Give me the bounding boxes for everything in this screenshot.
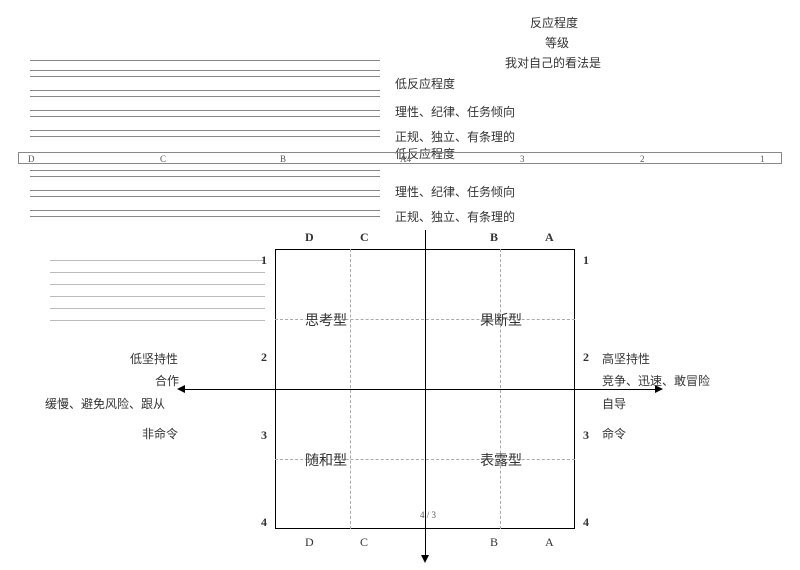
- ruler-label: A4: [400, 154, 411, 164]
- col-B-bottom: B: [490, 535, 498, 550]
- decor-line: [30, 60, 380, 61]
- decor-line: [30, 96, 380, 97]
- decor-line: [30, 196, 380, 197]
- ruler-label: 1: [760, 154, 765, 164]
- col-A-top: A: [545, 230, 554, 245]
- quadrant-decisive: 果断型: [480, 310, 522, 330]
- col-C-bottom: C: [360, 535, 368, 550]
- decor-line: [30, 190, 380, 191]
- col-A-bottom: A: [545, 535, 554, 550]
- right-axis-2: 竞争、迅速、敢冒险: [602, 372, 710, 389]
- col-B-top: B: [490, 230, 498, 245]
- row-4-left: 4: [261, 515, 267, 530]
- ruler-label: C: [160, 154, 166, 164]
- left-axis-2: 合作: [155, 372, 179, 389]
- header-level: 等级: [545, 34, 569, 51]
- page-info: 4 / 3: [420, 510, 436, 520]
- col-D-bottom: D: [305, 535, 314, 550]
- left-axis-4: 非命令: [142, 425, 178, 442]
- ruler-label: 2: [640, 154, 645, 164]
- decor-line: [50, 308, 265, 309]
- decor-line: [50, 260, 265, 261]
- left-axis-3: 缓慢、避免风险、跟从: [45, 395, 165, 412]
- ruler-label: D: [28, 154, 35, 164]
- decor-line: [30, 216, 380, 217]
- decor-line: [30, 90, 380, 91]
- mid-text-6: 正规、独立、有条理的: [395, 208, 515, 225]
- decor-line: [30, 210, 380, 211]
- decor-line: [30, 176, 380, 177]
- x-axis: [185, 389, 655, 390]
- y-axis: [425, 230, 426, 555]
- decor-line: [30, 76, 380, 77]
- mid-text-5: 理性、纪律、任务倾向: [395, 183, 515, 200]
- right-axis-4: 命令: [602, 425, 626, 442]
- header-reaction-degree: 反应程度: [530, 14, 578, 31]
- decor-line: [50, 320, 265, 321]
- row-1-right: 1: [583, 253, 589, 268]
- decor-line: [50, 272, 265, 273]
- row-2-left: 2: [261, 350, 267, 365]
- header-self-view: 我对自己的看法是: [505, 54, 601, 71]
- col-D-top: D: [305, 230, 314, 245]
- ruler-label: 3: [520, 154, 525, 164]
- row-4-right: 4: [583, 515, 589, 530]
- decor-line: [30, 130, 380, 131]
- top-text-3: 正规、独立、有条理的: [395, 128, 515, 145]
- y-axis-arrow-down: [421, 555, 429, 563]
- row-3-left: 3: [261, 428, 267, 443]
- row-3-right: 3: [583, 428, 589, 443]
- top-text-1: 低反应程度: [395, 75, 455, 92]
- quadrant-thinking: 思考型: [305, 310, 347, 330]
- row-2-right: 2: [583, 350, 589, 365]
- decor-line: [50, 284, 265, 285]
- right-axis-3: 自导: [602, 395, 626, 412]
- col-C-top: C: [360, 230, 369, 245]
- decor-line: [30, 116, 380, 117]
- left-axis-1: 低坚持性: [130, 350, 178, 367]
- row-1-left: 1: [261, 253, 267, 268]
- decor-line: [30, 136, 380, 137]
- top-text-2: 理性、纪律、任务倾向: [395, 103, 515, 120]
- right-axis-1: 高坚持性: [602, 350, 650, 367]
- quadrant-easygoing: 随和型: [305, 450, 347, 470]
- ruler-label: B: [280, 154, 286, 164]
- decor-line: [30, 110, 380, 111]
- decor-line: [30, 70, 380, 71]
- decor-line: [30, 170, 380, 171]
- quadrant-expressive: 表露型: [480, 450, 522, 470]
- decor-line: [50, 296, 265, 297]
